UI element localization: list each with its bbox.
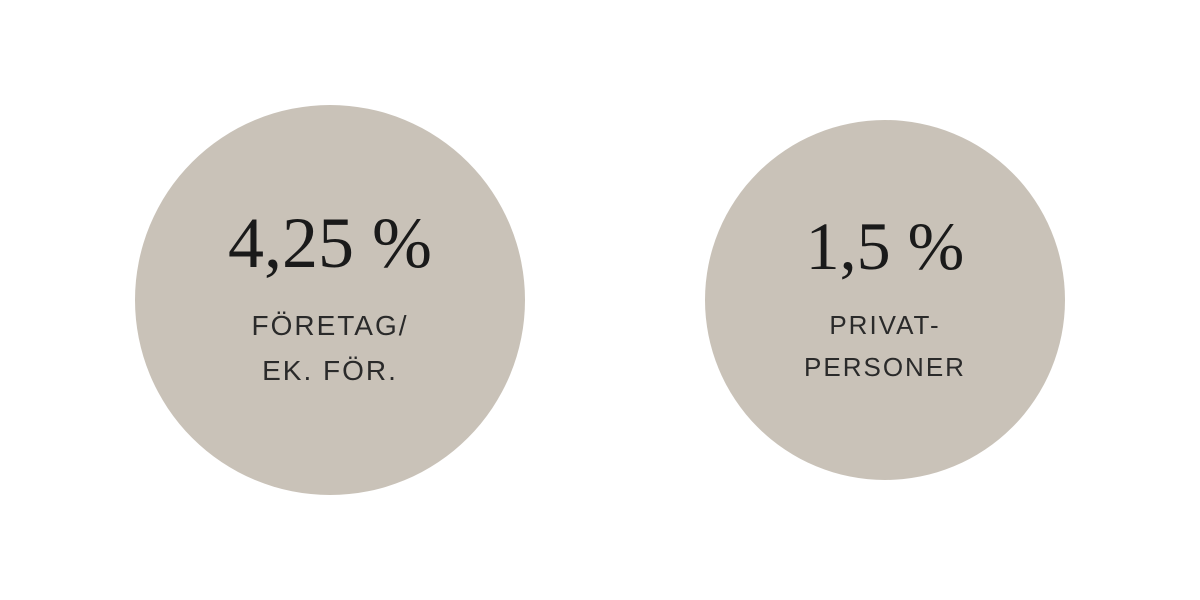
- stat-label: PRIVAT- PERSONER: [804, 305, 966, 388]
- stat-circle-foretag: 4,25 % FÖRETAG/ EK. FÖR.: [135, 105, 525, 495]
- label-line-1: PRIVAT-: [829, 310, 940, 340]
- percentage-value: 4,25 %: [228, 207, 432, 279]
- stat-label: FÖRETAG/ EK. FÖR.: [251, 304, 408, 394]
- label-line-2: PERSONER: [804, 352, 966, 382]
- label-line-2: EK. FÖR.: [262, 355, 398, 386]
- stat-circle-privatpersoner: 1,5 % PRIVAT- PERSONER: [705, 120, 1065, 480]
- percentage-value: 1,5 %: [806, 212, 965, 280]
- label-line-1: FÖRETAG/: [251, 310, 408, 341]
